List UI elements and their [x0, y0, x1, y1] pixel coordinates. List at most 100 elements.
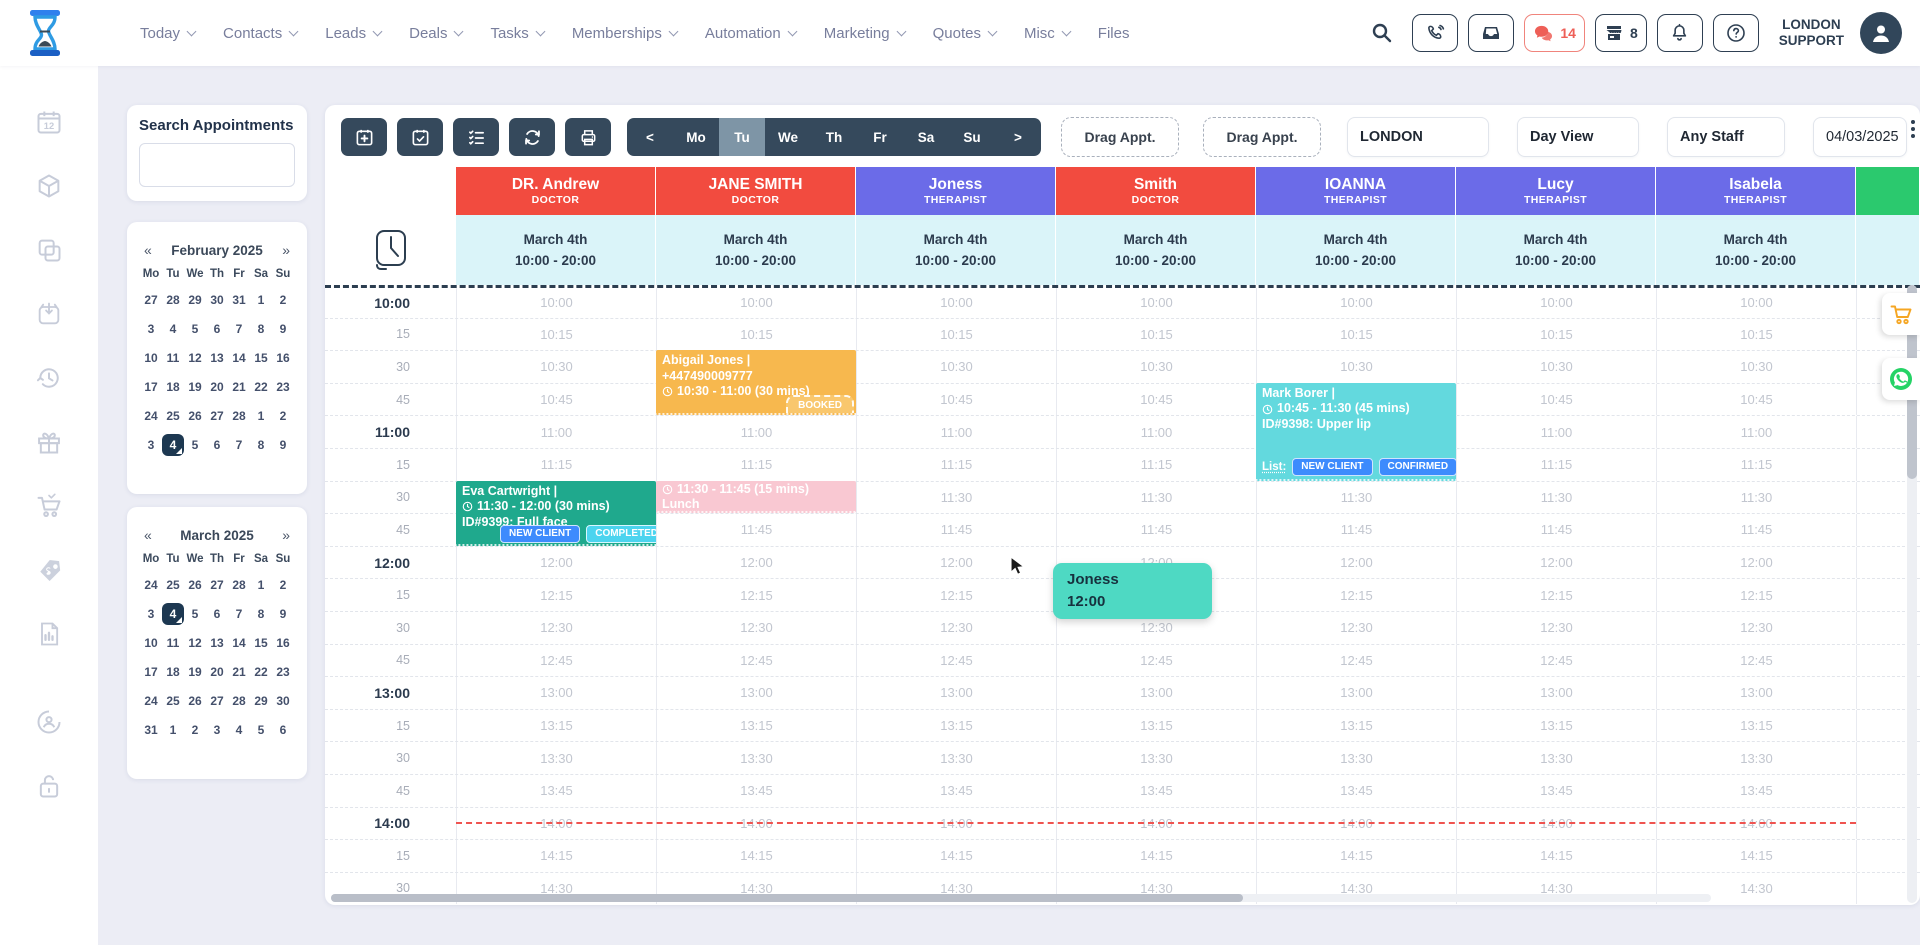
time-slot[interactable]: 10:45	[856, 383, 1056, 416]
calendar-day[interactable]: 18	[166, 380, 180, 394]
time-slot[interactable]: 10:00	[856, 288, 1056, 318]
time-slot[interactable]: 12:30	[1656, 611, 1856, 644]
time-slot[interactable]: 12:30	[1256, 611, 1456, 644]
drag-ghost[interactable]: Joness 12:00	[1053, 563, 1212, 619]
calendar-day[interactable]: 28	[232, 409, 246, 423]
calendar-day[interactable]: 18	[166, 665, 180, 679]
calendar-day[interactable]: 22	[254, 665, 268, 679]
time-slot[interactable]: 12:45	[1056, 644, 1256, 677]
calendar-day[interactable]: 20	[210, 380, 224, 394]
nav-item-quotes[interactable]: Quotes	[933, 25, 998, 42]
calendar-day[interactable]: 23	[276, 665, 290, 679]
nav-item-automation[interactable]: Automation	[705, 25, 798, 42]
location-select[interactable]: LONDON	[1347, 117, 1489, 157]
copy-pages-icon[interactable]	[35, 236, 63, 264]
time-slot[interactable]	[1856, 448, 1920, 481]
calendar-day[interactable]: 3	[147, 322, 155, 336]
calendar-day[interactable]: 10	[144, 636, 158, 650]
time-slot[interactable]: 10:30	[456, 351, 656, 383]
appointment[interactable]: Mark Borer | 10:45 - 11:30 (45 mins) ID#93…	[1256, 382, 1456, 481]
calendar-day[interactable]: 30	[210, 293, 224, 307]
calendar-day[interactable]: 19	[188, 380, 202, 394]
time-slot[interactable]: 11:30	[1056, 481, 1256, 514]
calendar-day[interactable]: 16	[276, 351, 290, 365]
time-slot[interactable]: 14:15	[1256, 840, 1456, 872]
time-slot[interactable]: 10:15	[1256, 318, 1456, 351]
time-slot[interactable]: 11:15	[1056, 448, 1256, 481]
inbox-button[interactable]	[1468, 14, 1515, 52]
calendar-day[interactable]: 29	[188, 293, 202, 307]
calendar-day[interactable]: 2	[191, 723, 199, 737]
time-slot[interactable]: 12:00	[456, 546, 656, 579]
time-slot[interactable]	[1856, 872, 1920, 905]
time-slot[interactable]	[1856, 807, 1920, 840]
calendar-day[interactable]: 31	[144, 723, 158, 737]
time-slot[interactable]: 10:15	[656, 318, 856, 351]
nav-item-files[interactable]: Files	[1097, 24, 1130, 42]
time-slot[interactable]: 10:15	[1056, 318, 1256, 351]
time-slot[interactable]	[1856, 514, 1920, 546]
time-slot[interactable]: 12:30	[656, 611, 856, 644]
time-slot[interactable]: 14:15	[1656, 840, 1856, 872]
staff-column-header[interactable]: JANE SMITH DOCTOR	[656, 167, 856, 215]
calendar-day[interactable]: 13	[210, 351, 224, 365]
time-slot[interactable]: 13:45	[456, 774, 656, 807]
time-slot[interactable]: 11:45	[1456, 514, 1656, 546]
calendar-day[interactable]: 31	[232, 293, 246, 307]
package-icon[interactable]	[35, 172, 63, 200]
calendar-day[interactable]: 25	[166, 409, 180, 423]
calendar-day[interactable]: 8	[257, 438, 265, 452]
calendar-day[interactable]: 16	[276, 636, 290, 650]
bag-download-icon[interactable]	[35, 300, 63, 328]
calendar-day[interactable]: 1	[257, 578, 265, 592]
calendar-day[interactable]: 17	[144, 380, 158, 394]
time-slot[interactable]: 10:15	[1456, 318, 1656, 351]
horizontal-scrollbar[interactable]	[331, 894, 1711, 902]
time-slot[interactable]: 13:15	[1256, 709, 1456, 742]
time-slot[interactable]	[1856, 288, 1920, 318]
time-slot[interactable]: 11:00	[1456, 416, 1656, 448]
time-slot[interactable]: 13:30	[456, 742, 656, 774]
time-slot[interactable]: 12:00	[856, 546, 1056, 579]
time-slot[interactable]: 10:00	[1256, 288, 1456, 318]
time-slot[interactable]: 10:00	[1456, 288, 1656, 318]
calendar-day[interactable]: 27	[210, 578, 224, 592]
calendar-day[interactable]: 22	[254, 380, 268, 394]
calendar-day[interactable]: 30	[276, 694, 290, 708]
calendar-day[interactable]: 7	[235, 322, 243, 336]
time-slot[interactable]: 12:45	[1456, 644, 1656, 677]
time-slot[interactable]: 11:30	[1456, 481, 1656, 514]
calendar-day[interactable]: 7	[235, 438, 243, 452]
time-slot[interactable]: 13:00	[1656, 677, 1856, 709]
time-slot[interactable]: 11:15	[656, 448, 856, 481]
calendar-next[interactable]: »	[282, 242, 290, 258]
time-slot[interactable]: 14:15	[1056, 840, 1256, 872]
time-slot[interactable]: 12:15	[1456, 579, 1656, 611]
weekday-th[interactable]: Th	[825, 129, 843, 145]
time-slot[interactable]: 11:45	[1056, 514, 1256, 546]
time-slot[interactable]: 11:00	[856, 416, 1056, 448]
nav-item-misc[interactable]: Misc	[1024, 25, 1072, 42]
time-slot[interactable]	[1856, 416, 1920, 448]
time-slot[interactable]: 10:30	[1256, 351, 1456, 383]
time-slot[interactable]: 12:45	[656, 644, 856, 677]
waitlist-button[interactable]	[453, 118, 499, 156]
time-slot[interactable]: 10:30	[1656, 351, 1856, 383]
appointment[interactable]: 11:30 - 11:45 (15 mins) Lunch	[656, 480, 856, 514]
time-slot[interactable]: 10:30	[1456, 351, 1656, 383]
calendar-12-icon[interactable]: 12	[35, 108, 63, 136]
time-slot[interactable]	[1856, 351, 1920, 383]
time-slot[interactable]: 11:15	[1456, 448, 1656, 481]
time-slot[interactable]: 12:30	[456, 611, 656, 644]
calendar-day[interactable]: 5	[191, 438, 199, 452]
calendar-day[interactable]: 6	[279, 723, 287, 737]
nav-item-today[interactable]: Today	[140, 25, 197, 42]
calendar-day[interactable]: 21	[232, 380, 246, 394]
calendar-prev[interactable]: «	[144, 527, 152, 543]
calendar-day[interactable]: 17	[144, 665, 158, 679]
date-input[interactable]: 04/03/2025	[1813, 117, 1907, 157]
time-slot[interactable]: 10:00	[1656, 288, 1856, 318]
time-slot[interactable]: 13:30	[1056, 742, 1256, 774]
calendar-day[interactable]: 29	[254, 694, 268, 708]
time-slot[interactable]: 13:45	[1456, 774, 1656, 807]
